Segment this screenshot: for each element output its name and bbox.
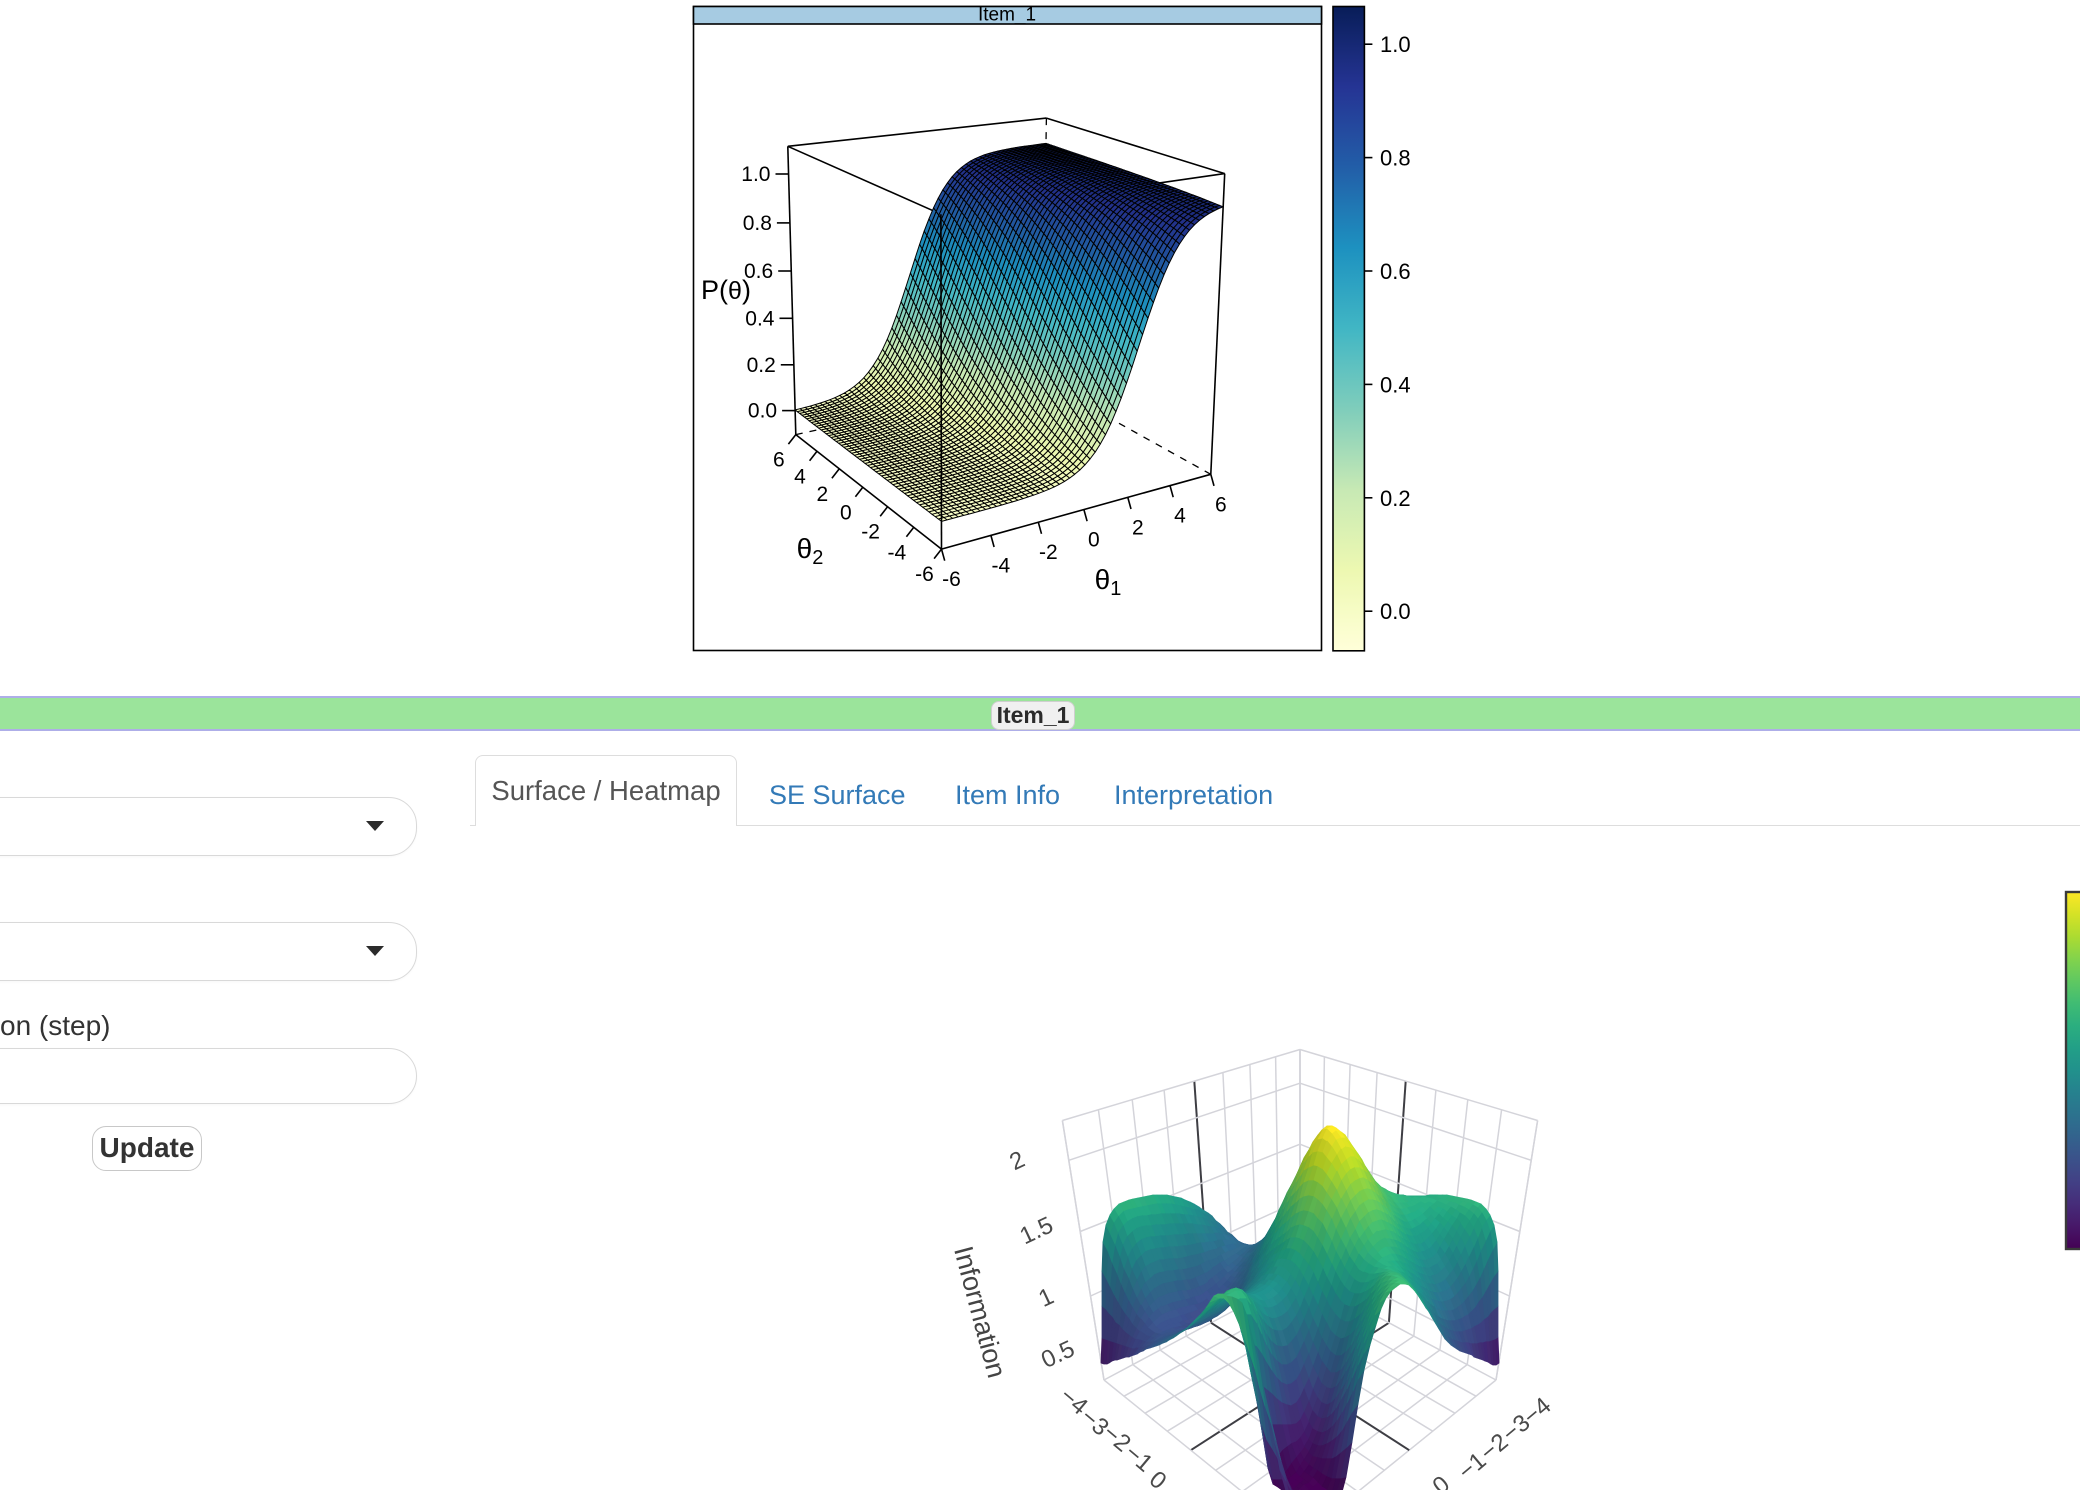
svg-text:1.5: 1.5 bbox=[1016, 1212, 1058, 1251]
svg-text:6: 6 bbox=[1215, 493, 1227, 516]
svg-text:0: 0 bbox=[1428, 1471, 1456, 1490]
svg-text:2: 2 bbox=[816, 483, 828, 506]
svg-text:0.8: 0.8 bbox=[743, 212, 772, 235]
svg-text:-6: -6 bbox=[915, 563, 934, 586]
svg-text:-4: -4 bbox=[992, 554, 1011, 577]
svg-text:0.2: 0.2 bbox=[1380, 486, 1411, 511]
svg-text:6: 6 bbox=[773, 449, 785, 472]
svg-text:0.8: 0.8 bbox=[1380, 146, 1411, 171]
svg-text:4: 4 bbox=[1174, 505, 1186, 528]
svg-text:0.5: 0.5 bbox=[1037, 1335, 1079, 1374]
svg-text:1.0: 1.0 bbox=[1380, 32, 1411, 57]
svg-text:-2: -2 bbox=[861, 521, 880, 544]
svg-text:0: 0 bbox=[1144, 1466, 1172, 1490]
svg-text:2: 2 bbox=[1005, 1146, 1029, 1176]
svg-text:-4: -4 bbox=[887, 541, 906, 564]
svg-text:0.4: 0.4 bbox=[1380, 372, 1411, 397]
svg-text:1.0: 1.0 bbox=[741, 163, 770, 186]
svg-text:Information: Information bbox=[948, 1243, 1012, 1381]
svg-text:4: 4 bbox=[794, 465, 806, 488]
svg-text:1: 1 bbox=[1034, 1283, 1058, 1313]
svg-text:Item_1: Item_1 bbox=[978, 5, 1036, 26]
svg-text:0.4: 0.4 bbox=[745, 307, 775, 330]
svg-text:0: 0 bbox=[1088, 529, 1100, 552]
svg-text:2: 2 bbox=[1132, 516, 1144, 539]
svg-text:0.2: 0.2 bbox=[747, 354, 776, 377]
svg-text:P(θ): P(θ) bbox=[701, 275, 751, 305]
svg-text:0: 0 bbox=[840, 501, 852, 524]
svg-text:-6: -6 bbox=[942, 568, 961, 591]
svg-text:0.6: 0.6 bbox=[1380, 259, 1411, 284]
svg-text:0.0: 0.0 bbox=[1380, 599, 1411, 624]
svg-text:0.6: 0.6 bbox=[744, 260, 773, 283]
svg-text:0.0: 0.0 bbox=[748, 400, 777, 423]
svg-text:-2: -2 bbox=[1039, 541, 1058, 564]
